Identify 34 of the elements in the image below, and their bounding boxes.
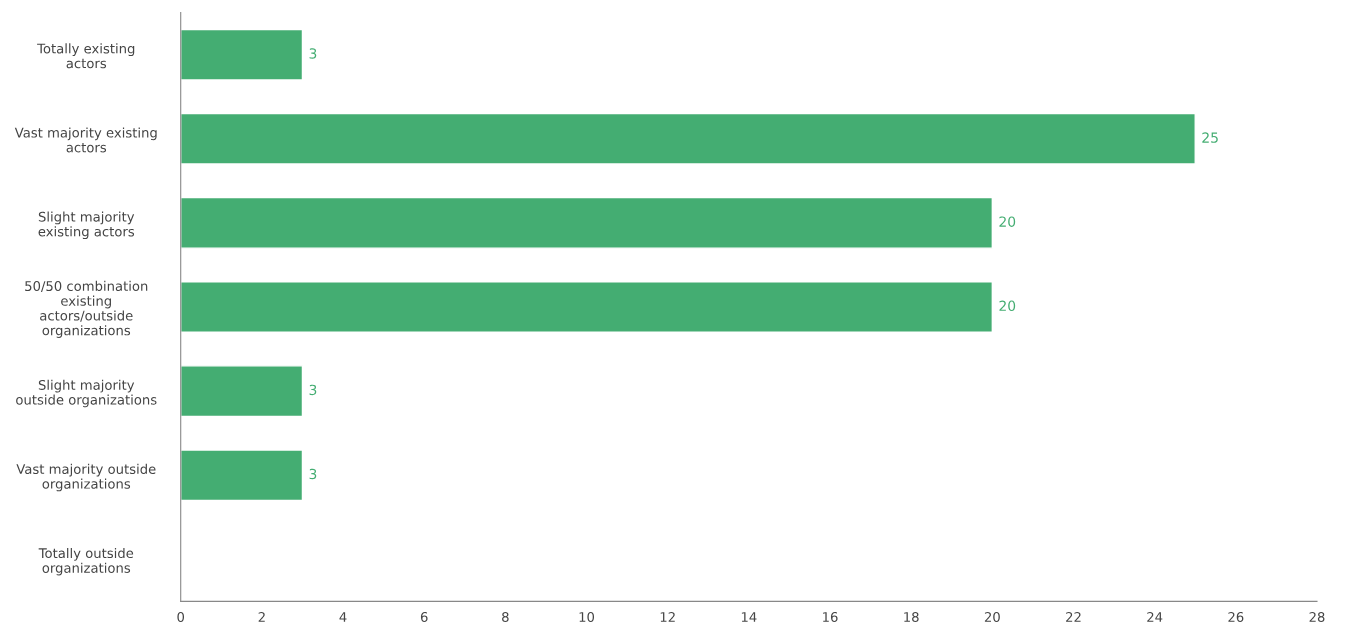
- x-tick-label: 2: [258, 612, 265, 622]
- x-tick-label: 10: [579, 612, 595, 622]
- y-tick-label: Totally existing actors: [37, 43, 135, 69]
- x-tick-label: 6: [420, 612, 428, 622]
- y-tick-label: Totally outside organizations: [38, 547, 134, 576]
- x-tick-label: 4: [339, 612, 347, 622]
- bar: [180, 449, 304, 502]
- y-tick-label: 50/50 combination existing actors/outside organizations: [25, 280, 148, 338]
- y-tick-label: Vast majority outside organizations: [16, 463, 156, 492]
- bar: [180, 28, 304, 81]
- data-label: 20: [999, 300, 1016, 312]
- data-label: 3: [309, 468, 317, 480]
- bar: [180, 196, 994, 249]
- bar: [180, 365, 304, 418]
- y-tick-label: Slight majority existing actors: [38, 211, 135, 240]
- y-tick-label: Vast majority existing actors: [14, 127, 157, 153]
- x-tick-label: 18: [904, 612, 919, 622]
- x-tick-label: 28: [1309, 612, 1325, 622]
- x-tick-label: 0: [177, 612, 185, 622]
- y-tick-label: Slight majority outside organizations: [16, 379, 157, 408]
- x-tick-label: 26: [1228, 612, 1244, 622]
- data-label: 3: [309, 384, 317, 396]
- x-tick-label: 20: [984, 612, 1000, 622]
- data-label: 20: [999, 216, 1016, 227]
- data-label: 3: [309, 48, 317, 59]
- bar: [180, 281, 994, 333]
- x-tick-label: 12: [660, 612, 675, 622]
- x-tick-label: 8: [502, 612, 509, 622]
- bar: [180, 112, 1196, 165]
- x-tick-label: 24: [1147, 612, 1163, 622]
- data-label: 25: [1202, 132, 1218, 143]
- x-tick-label: 22: [1066, 612, 1081, 622]
- x-tick-label: 14: [741, 612, 757, 622]
- x-tick-label: 16: [823, 612, 838, 622]
